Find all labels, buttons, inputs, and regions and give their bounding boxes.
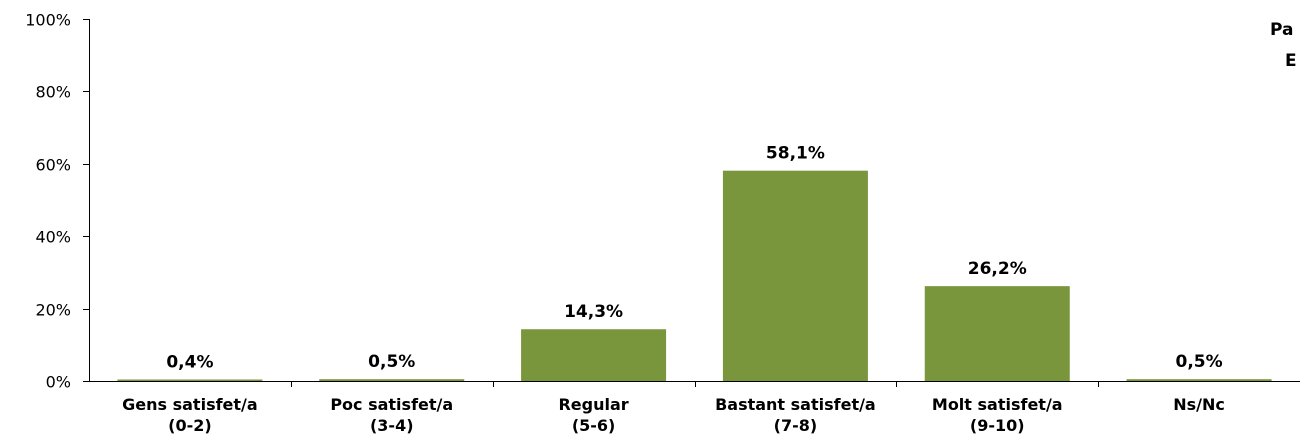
- data-label: 0,4%: [166, 353, 213, 373]
- y-tick-label: 20%: [35, 301, 71, 320]
- corner-text-line: Pa: [1270, 20, 1293, 40]
- corner-text-line: E: [1285, 51, 1297, 71]
- bar: [117, 379, 263, 381]
- data-label: 26,2%: [968, 259, 1027, 279]
- bar: [722, 170, 868, 381]
- y-tick-label: 60%: [35, 156, 71, 175]
- data-label: 0,5%: [1176, 352, 1223, 372]
- x-tick-label: Bastant satisfet/a (7-8): [715, 395, 876, 435]
- x-axis: Gens satisfet/a (0-2) Poc satisfet/a (3-4) R…: [122, 381, 1225, 435]
- y-tick-label: 0%: [46, 373, 71, 392]
- data-label: 58,1%: [766, 144, 825, 164]
- data-labels: 0,4% 0,5% 14,3% 58,1% 26,2% 0,5%: [166, 144, 1222, 373]
- bar: [319, 379, 465, 381]
- bar: [521, 329, 667, 381]
- bar: [1126, 379, 1272, 381]
- y-tick-label: 40%: [35, 228, 71, 247]
- bar: [924, 286, 1070, 381]
- data-label: 14,3%: [564, 302, 623, 322]
- bars: [117, 170, 1272, 381]
- x-tick-label: Regular (5-6): [558, 395, 628, 435]
- x-tick-label: Ns/Nc: [1173, 395, 1225, 414]
- corner-text: Pa E: [1270, 20, 1297, 71]
- x-tick-label: Molt satisfet/a (9-10): [932, 395, 1063, 435]
- x-tick-label: Gens satisfet/a (0-2): [122, 395, 258, 435]
- x-tick-label: Poc satisfet/a (3-4): [330, 395, 453, 435]
- y-axis-ticks: 0% 20% 40% 60% 80% 100%: [25, 11, 89, 392]
- data-label: 0,5%: [368, 352, 415, 372]
- y-tick-label: 80%: [35, 83, 71, 102]
- y-tick-label: 100%: [25, 11, 71, 30]
